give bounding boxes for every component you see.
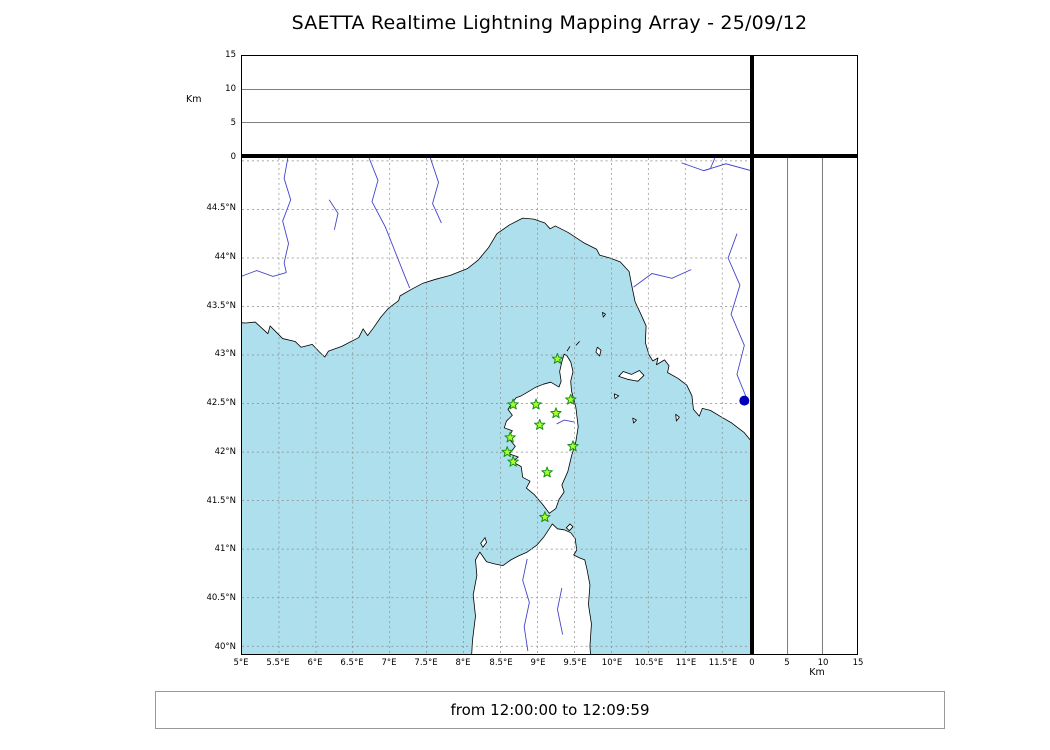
lon-tick-label: 11.5°E: [708, 658, 738, 668]
alt-tick-label-right: 10: [817, 658, 829, 668]
river-tavignano: [556, 419, 575, 425]
river-arno: [633, 269, 692, 288]
river-tanaro: [429, 158, 442, 224]
islet-mark: [566, 346, 571, 352]
river-ubaye: [328, 199, 339, 230]
lon-tick-label: 9.5°E: [563, 658, 587, 668]
lat-tick-label: 41°N: [214, 544, 236, 554]
lat-tick-label: 40°N: [214, 642, 236, 652]
lon-tick-label: 8.5°E: [489, 658, 513, 668]
river-durance-west: [242, 270, 287, 277]
station-star-marker: [551, 352, 564, 364]
alt-tick-label-top: 0: [230, 152, 236, 162]
islet-mark: [575, 341, 580, 346]
coastline-elba: [618, 370, 645, 382]
river-coghinas: [522, 558, 530, 652]
lat-tick-label: 43.5°N: [206, 301, 236, 311]
river-posada: [557, 587, 564, 635]
lon-tick-label: 8°E: [455, 658, 471, 668]
coastline-gorgona: [602, 311, 606, 318]
alt-tick-label-top: 5: [230, 118, 236, 128]
time-range-label: from 12:00:00 to 12:09:59: [450, 701, 650, 719]
lat-tick-label: 41.5°N: [206, 496, 236, 506]
station-star-marker: [550, 407, 562, 419]
altitude-latitude-panel: [752, 157, 858, 655]
lat-tick-label: 44°N: [214, 252, 236, 262]
coastline-giglio: [675, 413, 680, 422]
chart-title: SAETTA Realtime Lightning Mapping Array …: [291, 12, 808, 34]
alt-tick-label-top: 10: [225, 84, 236, 94]
altitude-longitude-panel: [241, 55, 752, 157]
lon-tick-label: 5.5°E: [266, 658, 290, 668]
coastline-mainland: [242, 158, 751, 442]
time-range-box: from 12:00:00 to 12:09:59: [155, 691, 945, 729]
station-star-marker: [507, 455, 519, 467]
coastline-corsica: [503, 353, 579, 514]
lon-tick-label: 5°E: [233, 658, 249, 668]
lat-tick-label: 40.5°N: [206, 593, 236, 603]
lon-tick-label: 6.5°E: [340, 658, 364, 668]
coastline-montecristo: [632, 417, 637, 424]
coastline-pianosa: [613, 393, 620, 400]
coastline-capraia: [595, 346, 602, 357]
lat-tick-label: 43°N: [214, 349, 236, 359]
coastline-asinara: [480, 537, 487, 548]
river-rhone-durance: [282, 158, 292, 273]
station-star-marker: [539, 511, 551, 523]
station-star-marker: [507, 398, 519, 410]
alt-tick-label-right: 0: [749, 658, 755, 668]
lon-tick-label: 7.5°E: [414, 658, 438, 668]
river-tiber: [727, 233, 750, 404]
thick-vertical-separator: [750, 55, 754, 655]
lon-tick-label: 11°E: [675, 658, 697, 668]
altitude-longitude-plot: [242, 88, 751, 124]
river-var: [368, 158, 411, 289]
map-panel: [241, 157, 752, 655]
lon-tick-label: 9°E: [530, 658, 546, 668]
km-unit-label-top: Km: [186, 94, 202, 105]
station-star-marker: [534, 418, 546, 430]
station-star-marker: [565, 393, 577, 405]
altitude-latitude-plot: [787, 158, 823, 654]
alt-tick-label-right: 15: [852, 658, 864, 668]
alt-tick-label-right: 5: [784, 658, 790, 668]
km-unit-label-right: Km: [809, 667, 825, 678]
lat-tick-label: 44.5°N: [206, 203, 236, 213]
station-star-marker: [530, 398, 542, 410]
river-po: [681, 162, 751, 172]
coastline-maddalena: [565, 523, 574, 532]
lon-tick-label: 6°E: [307, 658, 323, 668]
source-point: [739, 395, 750, 406]
river-po-branch: [703, 158, 716, 172]
lat-tick-label: 42.5°N: [206, 398, 236, 408]
station-star-marker: [541, 466, 553, 478]
lat-tick-label: 42°N: [214, 447, 236, 457]
corner-panel: [752, 55, 858, 157]
station-star-marker: [504, 431, 516, 443]
station-star-marker: [567, 440, 579, 452]
coastline-sardinia: [471, 523, 592, 654]
lon-tick-label: 7°E: [381, 658, 397, 668]
lon-tick-label: 10.5°E: [634, 658, 664, 668]
lon-tick-label: 10°E: [601, 658, 623, 668]
alt-tick-label-top: 15: [225, 50, 236, 60]
thick-horizontal-separator: [241, 154, 858, 158]
map-plot: [242, 158, 751, 654]
station-star-marker: [501, 446, 513, 458]
